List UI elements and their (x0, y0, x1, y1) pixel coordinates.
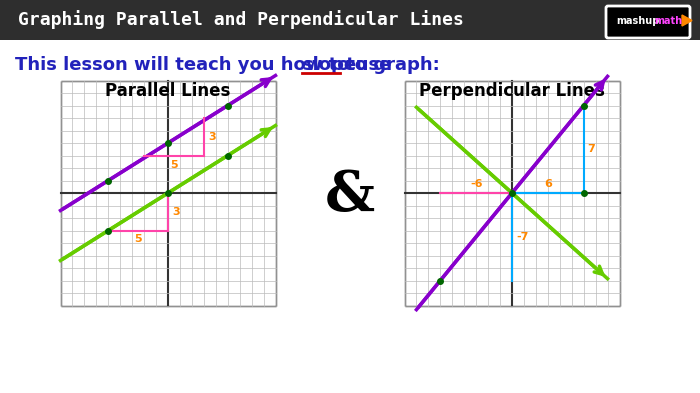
Text: 7: 7 (588, 144, 596, 154)
Bar (60, 81, 276, 305)
Text: 5: 5 (170, 160, 178, 169)
Text: Graphing Parallel and Perpendicular Lines: Graphing Parallel and Perpendicular Line… (18, 11, 464, 29)
Text: -6: -6 (470, 179, 482, 189)
Text: slope: slope (302, 56, 356, 74)
Text: to graph:: to graph: (340, 56, 440, 74)
Bar (405, 81, 620, 305)
Text: 5: 5 (134, 235, 142, 244)
Text: 3: 3 (208, 132, 216, 142)
Text: &: & (325, 169, 375, 224)
Bar (0, 0, 700, 40)
Text: 6: 6 (544, 179, 552, 189)
FancyBboxPatch shape (606, 6, 690, 38)
Text: Perpendicular Lines: Perpendicular Lines (419, 82, 605, 100)
Text: math: math (654, 16, 682, 26)
Text: Parallel Lines: Parallel Lines (105, 82, 231, 100)
Text: 3: 3 (172, 207, 180, 217)
Polygon shape (682, 15, 692, 26)
Text: -7: -7 (516, 232, 528, 242)
Text: mashup: mashup (616, 16, 659, 26)
Text: This lesson will teach you how to use: This lesson will teach you how to use (15, 56, 398, 74)
